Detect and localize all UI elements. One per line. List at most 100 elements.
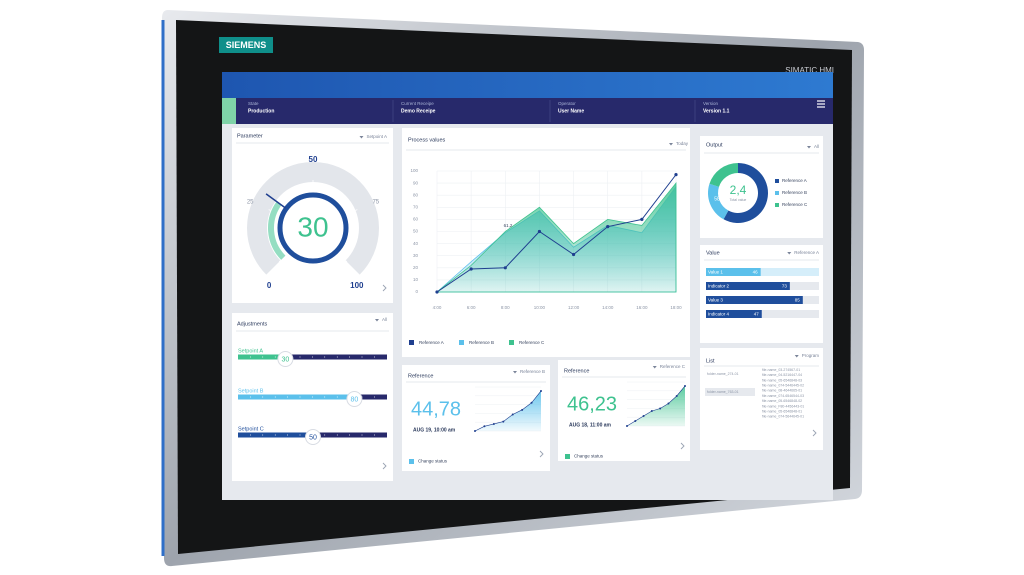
caret <box>794 355 799 358</box>
list-row[interactable] <box>705 388 755 396</box>
list-row[interactable] <box>705 370 755 378</box>
slider-fill <box>238 354 286 360</box>
header-label: State <box>248 101 259 106</box>
y-tick-label: 90 <box>413 180 419 185</box>
bar-label: Value 1 <box>708 269 723 274</box>
spark-point <box>659 407 662 410</box>
x-tick-label: 14:00 <box>602 305 614 310</box>
legend-label: Reference C <box>782 202 808 207</box>
card-value: 46,23 <box>567 393 617 415</box>
point <box>469 267 473 271</box>
caret <box>668 143 673 146</box>
y-tick-label: 100 <box>410 168 418 173</box>
slider-knob <box>305 429 321 445</box>
caret <box>359 136 364 139</box>
y-tick-label: 10 <box>413 277 419 282</box>
folder-name: folder-name_274-01 <box>707 372 739 376</box>
top-bar <box>222 72 833 98</box>
card-date: AUG 19, 10:00 am <box>413 427 456 433</box>
spark-point <box>502 420 505 423</box>
spark-point <box>474 430 476 432</box>
panel-title: Value <box>706 250 720 256</box>
y-tick-label: 40 <box>413 241 419 246</box>
file-name: file-name_04-5216447-04 <box>762 373 802 377</box>
spark-point <box>684 385 686 387</box>
spark-point <box>530 401 533 404</box>
slider-knob <box>346 391 363 407</box>
slider-value: 30 <box>282 356 290 363</box>
slider-label: Setpoint C <box>238 426 264 432</box>
file-name: file-name_05-6546848-03 <box>762 378 802 382</box>
spark-point <box>492 422 495 425</box>
donut-slice <box>723 163 768 223</box>
panel-title: Reference <box>408 373 433 379</box>
gauge-tick-label: 50 <box>309 155 318 164</box>
spark-point <box>540 390 542 392</box>
legend-swatch <box>775 203 779 207</box>
slider-label: Setpoint B <box>238 388 264 394</box>
legend-swatch <box>409 340 414 345</box>
bar-track <box>706 268 819 276</box>
spark-point <box>483 425 486 428</box>
legend-label: Reference A <box>419 340 444 345</box>
gauge-tick <box>345 260 348 263</box>
slider-fill <box>238 432 313 438</box>
bar-label: Indicator 2 <box>708 283 730 288</box>
y-tick-label: 0 <box>415 289 418 294</box>
panel-filter[interactable]: Setpoint A <box>366 134 387 139</box>
header-bar <box>222 98 833 124</box>
spark-point <box>667 402 670 405</box>
y-tick-label: 20 <box>413 265 419 270</box>
card-action: Change status <box>418 459 448 464</box>
panel-filter[interactable]: All <box>382 317 387 322</box>
card-action: Change status <box>574 454 604 459</box>
gauge-value: 30 <box>297 211 328 242</box>
menu-button[interactable] <box>817 100 825 108</box>
panel-title: Output <box>706 142 723 148</box>
card-value: 44,78 <box>411 398 461 420</box>
panel-filter[interactable]: Reference C <box>660 364 686 369</box>
x-tick-label: 8:00 <box>501 305 510 310</box>
sparkline-area <box>475 391 541 431</box>
spark-point <box>626 425 628 427</box>
point <box>571 252 576 257</box>
spark-point <box>650 410 653 412</box>
header-value: Demo Receipe <box>401 108 436 114</box>
panel-filter[interactable]: All <box>814 144 819 149</box>
panel-filter[interactable]: Program <box>802 353 820 358</box>
model: SIMATIC HMI <box>785 66 834 75</box>
y-tick-label: 30 <box>413 253 419 258</box>
checkbox[interactable] <box>409 459 414 464</box>
chevrons[interactable] <box>382 284 817 470</box>
sparkline <box>626 385 686 427</box>
caret <box>787 252 792 255</box>
spark-point <box>634 420 637 422</box>
file-name: file-name_05-6546848-02 <box>762 399 802 403</box>
card-date: AUG 18, 11:00 am <box>569 422 612 428</box>
panel-title: Reference <box>564 368 589 374</box>
legend-swatch <box>509 340 514 345</box>
panel-filter[interactable]: Today <box>676 141 689 146</box>
header-value: Production <box>248 108 274 114</box>
legend-label: Reference A <box>782 178 807 183</box>
bar <box>706 282 790 290</box>
donut-center-label: Total value <box>730 198 747 202</box>
panel-filter[interactable]: Reference B <box>520 369 545 374</box>
checkbox[interactable] <box>565 454 570 459</box>
caret <box>512 371 517 374</box>
sparkline <box>474 390 542 432</box>
bar-value: 46 <box>753 269 759 274</box>
panel-filter[interactable]: Reference A <box>794 250 819 255</box>
panel-title: List <box>706 358 715 364</box>
x-tick-label: 4:00 <box>433 305 442 310</box>
bar-value: 73 <box>782 283 788 288</box>
sparkline-area <box>627 386 685 426</box>
donut-slice <box>708 183 729 220</box>
x-tick-label: 10:00 <box>534 305 546 310</box>
gauge-tick <box>355 209 358 211</box>
y-tick-label: 50 <box>413 229 419 234</box>
bar <box>706 268 761 276</box>
